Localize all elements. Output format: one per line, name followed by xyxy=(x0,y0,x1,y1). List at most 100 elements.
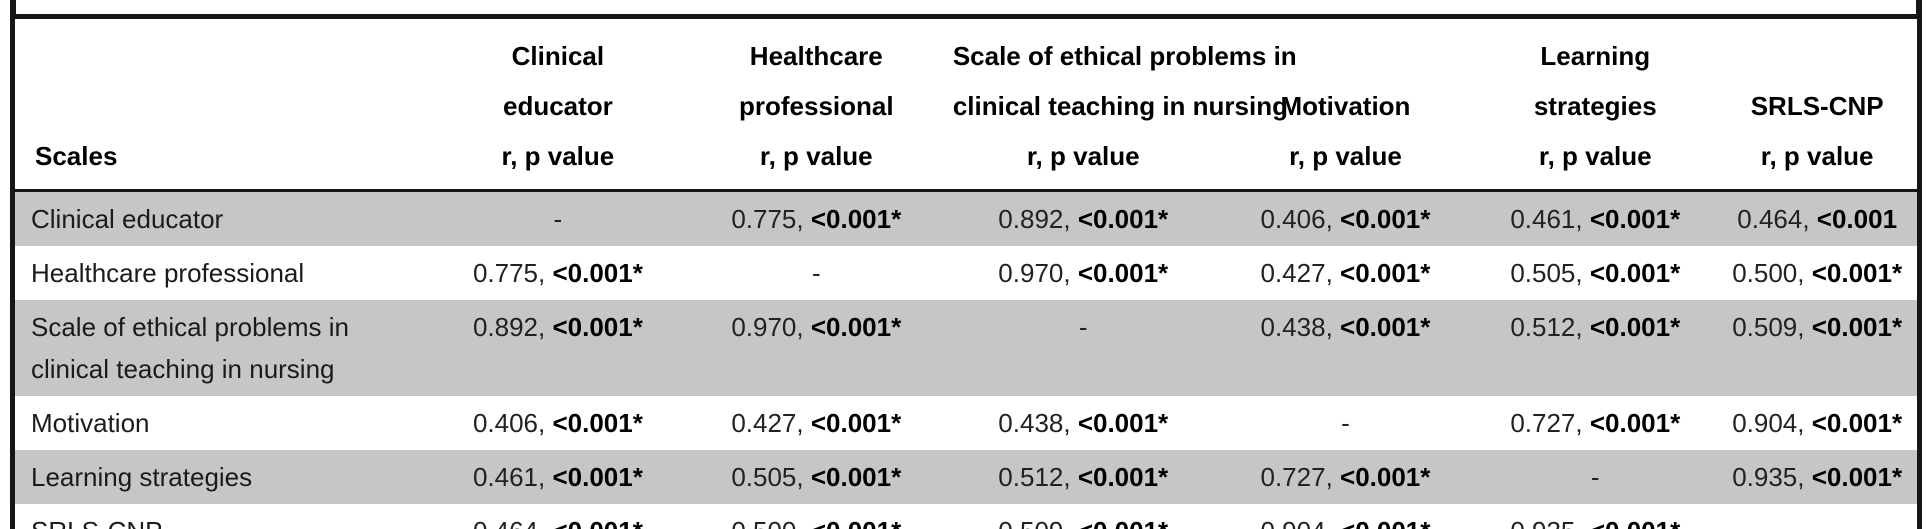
correlation-cell: 0.505, <0.001* xyxy=(1473,246,1717,300)
correlation-r: 0.775, xyxy=(731,204,811,234)
dash: - xyxy=(1078,312,1088,342)
correlation-cell: - xyxy=(684,246,949,300)
header-line: Scale of ethical problems in xyxy=(952,41,1297,71)
correlation-r: 0.509, xyxy=(1732,312,1812,342)
correlation-r: 0.438, xyxy=(998,408,1078,438)
correlation-r: 0.892, xyxy=(998,204,1078,234)
header-line: Learning xyxy=(1540,41,1651,71)
correlation-cell: 0.892, <0.001* xyxy=(948,190,1218,246)
correlation-r: 0.464, xyxy=(1737,204,1817,234)
p-value: <0.001* xyxy=(1077,258,1169,288)
p-value: <0.001* xyxy=(552,408,643,438)
correlation-r: 0.512, xyxy=(998,462,1078,492)
dash: - xyxy=(553,204,563,234)
correlation-cell: 0.970, <0.001* xyxy=(683,300,949,396)
dash: - xyxy=(811,258,821,288)
correlation-r: 0.505, xyxy=(1510,258,1590,288)
correlation-cell: 0.727, <0.001* xyxy=(1473,396,1717,450)
row-label: Healthcare professional xyxy=(31,258,305,288)
column-header-srls-cnp: SRLS-CNP r, p value xyxy=(1717,16,1920,192)
correlation-r: 0.775, xyxy=(472,258,553,288)
correlation-r: 0.406, xyxy=(472,408,553,438)
cropped-table-edge-above xyxy=(10,0,1922,14)
table-row: Motivation 0.406, <0.001* 0.427, <0.001* 0.… xyxy=(13,396,1920,450)
header-line: r, p value xyxy=(1289,141,1402,171)
correlation-cell: 0.904, <0.001* xyxy=(1218,504,1474,529)
correlation-cell: 0.892, <0.001* xyxy=(432,300,684,396)
p-value: <0.001* xyxy=(810,312,902,342)
correlation-cell: - xyxy=(432,190,684,246)
correlation-r: 0.904, xyxy=(1261,516,1341,529)
table-row: Clinical educator -0.775, <0.001* 0.892, <… xyxy=(12,190,1920,246)
row-label: Motivation xyxy=(31,408,150,438)
correlation-cell: 0.935, <0.001* xyxy=(1473,504,1717,529)
header-line: Clinical xyxy=(511,41,605,71)
p-value: <0.001* xyxy=(1077,462,1169,492)
correlation-cell: 0.427, <0.001* xyxy=(684,396,949,450)
row-label: Clinical educator xyxy=(12,190,433,246)
correlation-cell: 0.775, <0.001* xyxy=(683,190,949,246)
correlation-cell: 0.464, <0.001* xyxy=(432,504,684,529)
correlation-table: Scales Clinical educator r, p value Healthca… xyxy=(10,14,1922,529)
p-value: <0.001* xyxy=(1077,204,1169,234)
correlation-r: 0.406, xyxy=(1260,204,1341,234)
correlation-r: 0.727, xyxy=(1510,408,1590,438)
correlation-r: 0.935, xyxy=(1732,462,1812,492)
correlation-cell: - xyxy=(1473,450,1718,504)
header-line: r, p value xyxy=(759,141,873,171)
correlation-cell: 0.406, <0.001* xyxy=(432,396,684,450)
header-line: clinical teaching in nursing xyxy=(952,91,1288,121)
p-value: <0.001* xyxy=(811,516,901,529)
header-line: r, p value xyxy=(501,141,615,171)
correlation-cell: 0.512, <0.001* xyxy=(1473,300,1718,396)
header-line: r, p value xyxy=(1026,141,1140,171)
p-value: <0.001* xyxy=(552,258,643,288)
p-value: <0.001* xyxy=(1811,258,1903,288)
correlation-cell: 0.438, <0.001* xyxy=(1217,300,1474,396)
column-header-motivation: Motivation r, p value xyxy=(1217,16,1474,192)
correlation-cell: 0.500, <0.001* xyxy=(684,504,949,529)
row-label: SRLS-CNP xyxy=(13,504,433,529)
correlation-cell: 0.461, <0.001* xyxy=(1473,190,1718,246)
correlation-cell: 0.505, <0.001* xyxy=(683,450,949,504)
correlation-cell: 0.727, <0.001* xyxy=(1217,450,1474,504)
correlation-cell: - xyxy=(948,300,1218,396)
p-value: <0.001* xyxy=(1340,258,1431,288)
correlation-cell: - xyxy=(1218,396,1474,450)
p-value: <0.001* xyxy=(552,462,643,492)
correlation-r: 0.512, xyxy=(1510,312,1590,342)
table-body: Clinical educator -0.775, <0.001* 0.892, <… xyxy=(12,190,1920,529)
table-row: Learning strategies 0.461, <0.001* 0.505, … xyxy=(12,450,1920,504)
p-value: <0.001 xyxy=(1816,204,1898,234)
p-value: <0.001* xyxy=(1340,204,1431,234)
correlation-cell: 0.500, <0.001* xyxy=(1717,246,1919,300)
row-label: Scale of ethical problems in clinical te… xyxy=(12,300,433,396)
column-header-learning-strategies: Learning strategies r, p value xyxy=(1473,16,1718,192)
p-value: <0.001* xyxy=(810,408,902,438)
correlation-cell: 0.461, <0.001* xyxy=(432,450,684,504)
p-value: <0.001* xyxy=(1589,312,1681,342)
header-row: Scales Clinical educator r, p value Healthca… xyxy=(12,16,1920,192)
p-value: <0.001* xyxy=(1811,462,1903,492)
p-value: <0.001* xyxy=(1340,516,1430,529)
dash: - xyxy=(1590,462,1600,492)
correlation-cell: 0.464, <0.001 xyxy=(1717,190,1920,246)
column-header-healthcare-professional: Healthcare professional r, p value xyxy=(683,16,949,192)
correlation-cell: 0.509, <0.001* xyxy=(1717,300,1920,396)
table-row: Scale of ethical problems in clinical te… xyxy=(12,300,1920,396)
header-line: educator xyxy=(502,91,613,121)
header-line: SRLS-CNP xyxy=(1750,91,1884,121)
correlation-r: 0.727, xyxy=(1260,462,1341,492)
header-line: strategies xyxy=(1533,91,1657,121)
correlation-r: 0.461, xyxy=(1510,204,1590,234)
correlation-r: 0.892, xyxy=(472,312,553,342)
p-value: <0.001* xyxy=(1078,516,1168,529)
header-line: r, p value xyxy=(1538,141,1652,171)
correlation-cell: 0.904, <0.001* xyxy=(1717,396,1919,450)
table-header: Scales Clinical educator r, p value Healthca… xyxy=(12,16,1920,192)
correlation-r: 0.427, xyxy=(1260,258,1341,288)
column-header-scales: Scales xyxy=(12,16,433,192)
correlation-r: 0.464, xyxy=(473,516,553,529)
correlation-r: 0.970, xyxy=(731,312,811,342)
p-value: <0.001* xyxy=(1590,516,1680,529)
